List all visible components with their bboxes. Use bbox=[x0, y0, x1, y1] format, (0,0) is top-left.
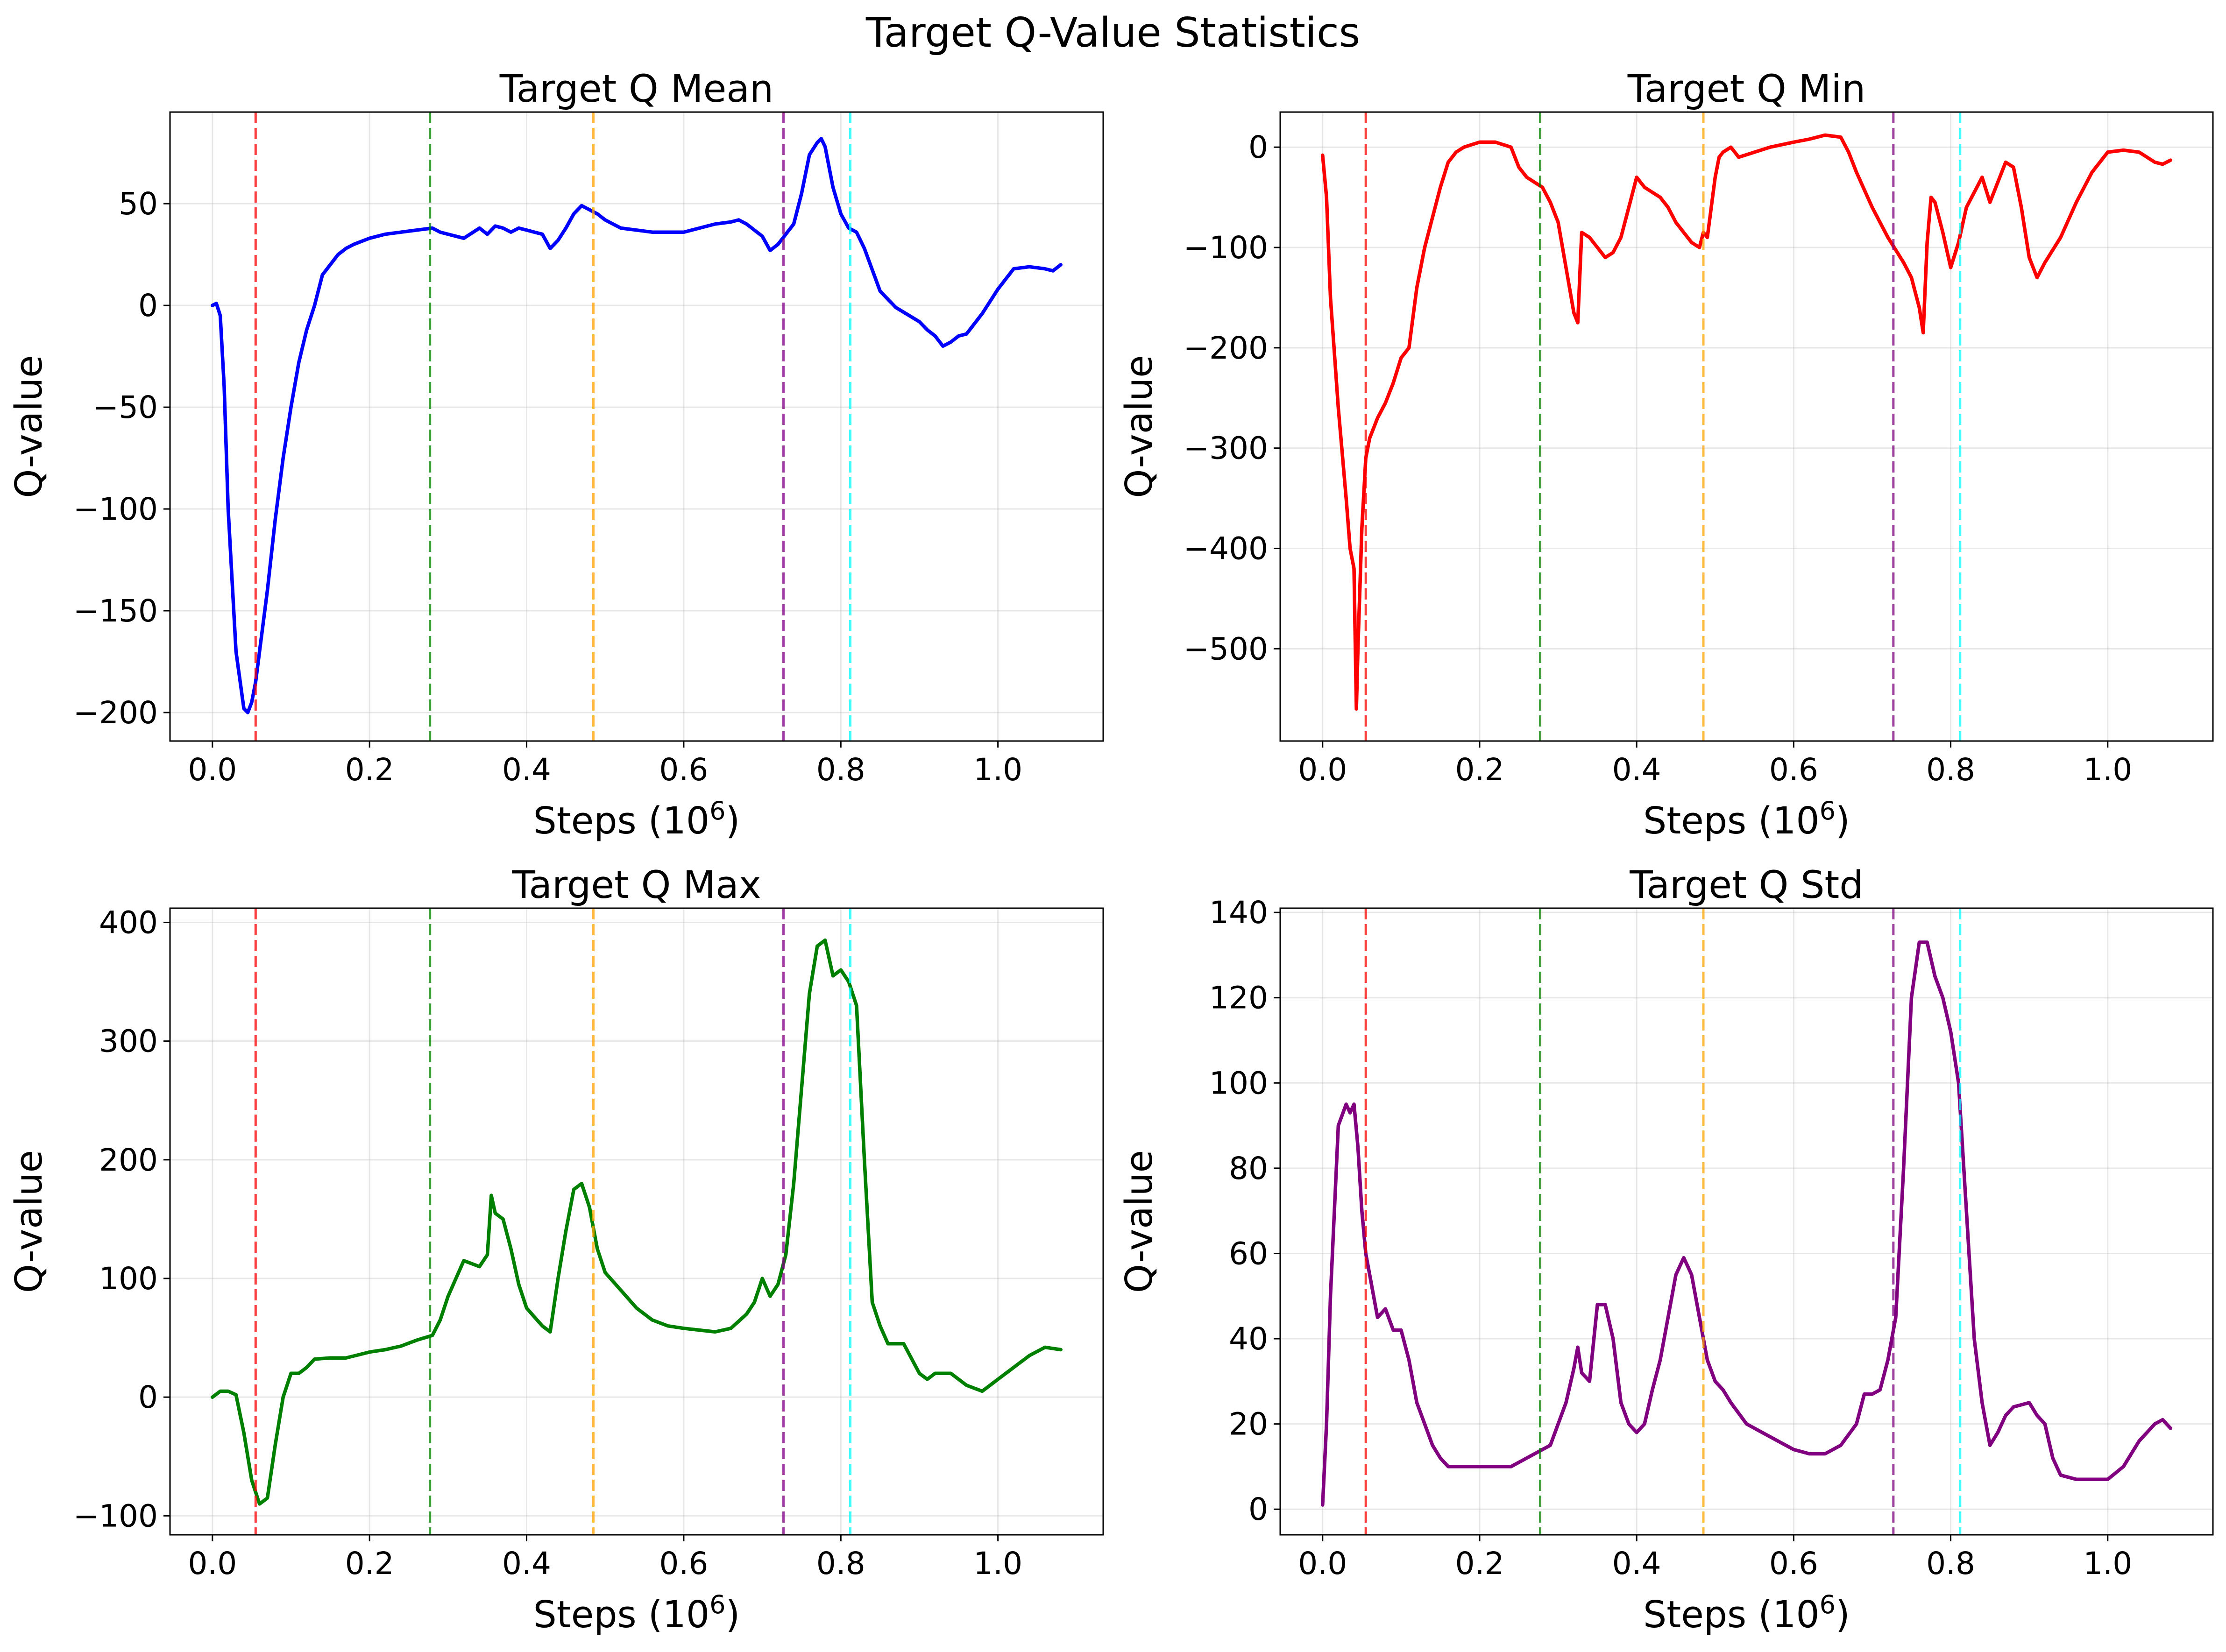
x-tick-label: 0.4 bbox=[502, 1546, 551, 1581]
x-tick-label: 0.2 bbox=[345, 1546, 394, 1581]
y-tick-label: 400 bbox=[99, 905, 158, 941]
series-line bbox=[1321, 133, 2172, 711]
x-tick-label: 0.2 bbox=[1455, 1546, 1504, 1581]
series-line bbox=[211, 938, 1063, 1506]
x-tick-label: 0.2 bbox=[345, 752, 394, 788]
figure-title: Target Q-Value Statistics bbox=[865, 9, 1360, 56]
subplot-0: 0.0 0.2 0.4 0.6 0.8 1.0 −200 −150 −100 −50 0 50 Targ… bbox=[7, 67, 1104, 842]
x-tick-label: 0.8 bbox=[1926, 1546, 1975, 1581]
y-tick-label: 120 bbox=[1209, 980, 1268, 1016]
x-tick-label: 1.0 bbox=[2083, 1546, 2132, 1581]
y-tick-label: −50 bbox=[93, 389, 158, 425]
x-tick-label: 0.4 bbox=[1612, 1546, 1661, 1581]
axes-frame bbox=[1279, 907, 2214, 1536]
x-tick-label: 0.8 bbox=[1926, 752, 1975, 788]
y-tick-label: −100 bbox=[73, 491, 158, 527]
x-tick-label: 0.8 bbox=[816, 1546, 865, 1581]
y-tick-label: −100 bbox=[1184, 230, 1268, 266]
y-tick-label: 0 bbox=[138, 288, 158, 324]
x-tick-label: 0.0 bbox=[1298, 752, 1347, 788]
y-tick-label: 60 bbox=[1229, 1235, 1268, 1271]
x-tick-label: 0.4 bbox=[1612, 752, 1661, 788]
y-axis-label: Q-value bbox=[1118, 355, 1161, 498]
y-axis-label: Q-value bbox=[7, 1150, 50, 1293]
x-tick-label: 0.0 bbox=[188, 752, 237, 788]
y-tick-label: 20 bbox=[1229, 1406, 1268, 1442]
x-tick-label: 1.0 bbox=[973, 1546, 1022, 1581]
x-tick-label: 0.2 bbox=[1455, 752, 1504, 788]
x-axis-label: Steps (106) bbox=[533, 1590, 740, 1636]
x-tick-label: 0.6 bbox=[659, 1546, 708, 1581]
subplot-title: Target Q Max bbox=[511, 863, 761, 907]
x-tick-label: 0.6 bbox=[659, 752, 708, 788]
subplot-title: Target Q Mean bbox=[499, 67, 774, 111]
x-axis-label: Steps (106) bbox=[1643, 796, 1850, 842]
x-axis-label: Steps (106) bbox=[1643, 1590, 1850, 1636]
y-tick-label: 40 bbox=[1229, 1321, 1268, 1357]
y-tick-label: 80 bbox=[1229, 1151, 1268, 1186]
y-tick-label: −300 bbox=[1184, 431, 1268, 466]
x-tick-label: 1.0 bbox=[2083, 752, 2132, 788]
y-tick-label: 0 bbox=[1248, 129, 1268, 165]
x-tick-label: 0.0 bbox=[1298, 1546, 1347, 1581]
x-tick-label: 1.0 bbox=[973, 752, 1022, 788]
y-tick-label: 0 bbox=[1248, 1491, 1268, 1527]
axes-frame bbox=[1279, 111, 2214, 742]
subplot-title: Target Q Std bbox=[1629, 863, 1863, 907]
y-tick-label: −400 bbox=[1184, 531, 1268, 567]
y-tick-label: 50 bbox=[119, 186, 158, 222]
y-tick-label: 200 bbox=[99, 1142, 158, 1178]
y-tick-label: 300 bbox=[99, 1024, 158, 1059]
axes-frame bbox=[169, 111, 1104, 742]
subplot-1: 0.0 0.2 0.4 0.6 0.8 1.0 −500 −400 −300 −200 −100 0 T… bbox=[1118, 67, 2214, 842]
y-tick-label: −200 bbox=[73, 695, 158, 731]
y-tick-label: 100 bbox=[99, 1261, 158, 1297]
y-axis-label: Q-value bbox=[1118, 1150, 1161, 1293]
x-tick-label: 0.0 bbox=[188, 1546, 237, 1581]
x-tick-label: 0.6 bbox=[1769, 752, 1818, 788]
series-line bbox=[1321, 940, 2172, 1507]
axes-frame bbox=[169, 907, 1104, 1536]
x-tick-label: 0.6 bbox=[1769, 1546, 1818, 1581]
y-tick-label: −200 bbox=[1184, 330, 1268, 366]
y-tick-label: 100 bbox=[1209, 1065, 1268, 1101]
y-tick-label: 0 bbox=[138, 1379, 158, 1415]
x-axis-label: Steps (106) bbox=[533, 796, 740, 842]
y-tick-label: 140 bbox=[1209, 895, 1268, 931]
y-axis-label: Q-value bbox=[7, 355, 50, 498]
x-tick-label: 0.4 bbox=[502, 752, 551, 788]
y-tick-label: −500 bbox=[1184, 631, 1268, 667]
x-tick-label: 0.8 bbox=[816, 752, 865, 788]
series-line bbox=[211, 136, 1063, 714]
y-tick-label: −100 bbox=[73, 1498, 158, 1534]
subplot-title: Target Q Min bbox=[1627, 67, 1866, 111]
subplot-3: 0.0 0.2 0.4 0.6 0.8 1.0 0 20 40 60 80 100 120 140 Targ… bbox=[1118, 863, 2214, 1636]
subplot-2: 0.0 0.2 0.4 0.6 0.8 1.0 −100 0 100 200 300 400 Targe… bbox=[7, 863, 1104, 1636]
y-tick-label: −150 bbox=[73, 593, 158, 629]
